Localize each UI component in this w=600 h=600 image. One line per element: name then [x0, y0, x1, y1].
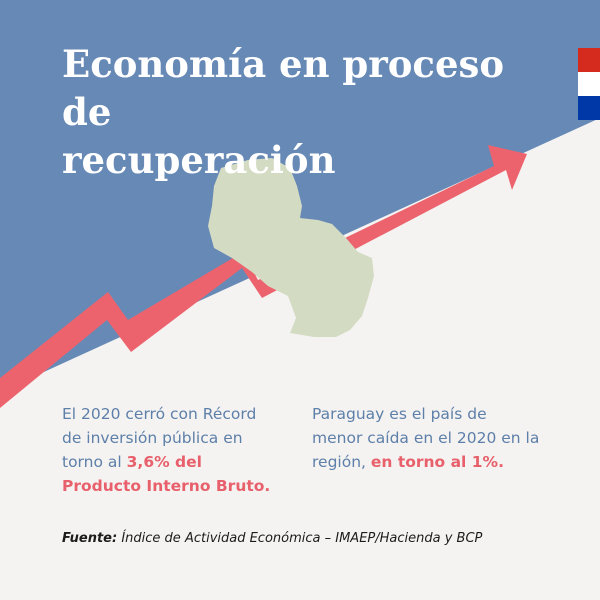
recession-text-line-1: Paraguay es el país de — [312, 405, 487, 423]
recession-text-block: Paraguay es el país de menor caída en el… — [312, 402, 592, 474]
title-line-2: recuperación — [62, 138, 336, 182]
growth-arrow — [0, 145, 527, 408]
recession-text-line-2: menor caída en el 2020 en la — [312, 429, 540, 447]
investment-text-line-3: torno al — [62, 453, 127, 471]
blue-background-area — [0, 0, 600, 392]
flag-stripe-red — [578, 48, 600, 72]
source-label: Fuente: — [62, 531, 118, 546]
paraguay-map-icon — [208, 158, 374, 337]
flag-stripe-white — [578, 72, 600, 96]
title-line-1: Economía en proceso de — [62, 42, 504, 134]
source-citation: Fuente: Índice de Actividad Económica – … — [62, 531, 582, 546]
investment-highlight-gdp: Producto Interno Bruto. — [62, 477, 271, 495]
paraguay-flag-icon — [578, 48, 600, 120]
investment-text-line-2: de inversión pública en — [62, 429, 243, 447]
investment-highlight-percent: 3,6% del — [126, 453, 202, 471]
source-text: Índice de Actividad Económica – IMAEP/Ha… — [121, 531, 483, 546]
investment-text-line-1: El 2020 cerró con Récord — [62, 405, 257, 423]
page-title: Economía en proceso de recuperación — [62, 40, 562, 184]
investment-text-block: El 2020 cerró con Récord de inversión pú… — [62, 402, 292, 498]
recession-highlight: en torno al 1%. — [370, 453, 504, 471]
flag-stripe-blue — [578, 96, 600, 120]
recession-text-line-3: región, — [312, 453, 371, 471]
